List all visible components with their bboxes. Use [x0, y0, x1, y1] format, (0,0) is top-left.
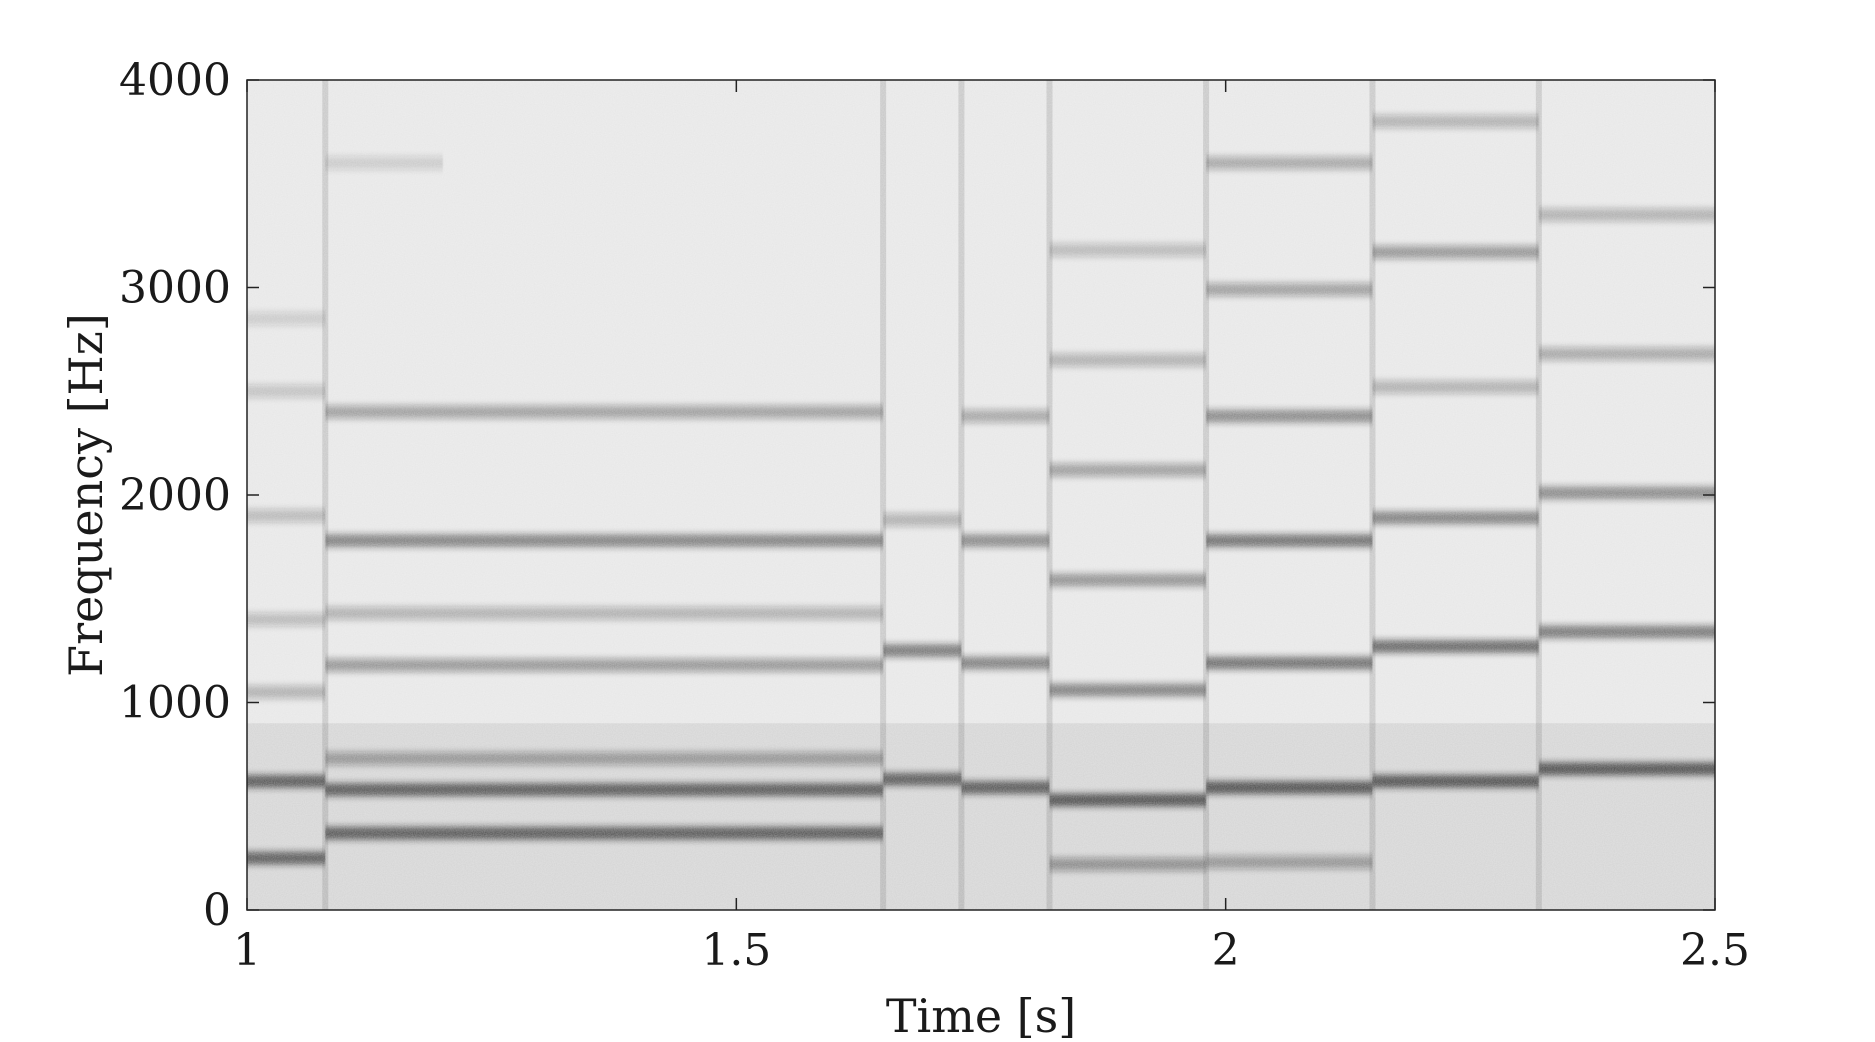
x-tick-label-0: 1 [233, 925, 261, 976]
y-tick-label-1: 1000 [119, 678, 231, 729]
x-tick-label-2: 2 [1212, 925, 1240, 976]
x-tick-label-1: 1.5 [701, 925, 771, 976]
y-axis-ticks: 0 1000 2000 3000 4000 [119, 55, 1715, 936]
spectrogram-noise-texture [247, 80, 1715, 910]
x-tick-label-3: 2.5 [1680, 925, 1750, 976]
x-axis-ticks: 1 1.5 2 2.5 [233, 80, 1750, 976]
y-axis-label: Frequency [Hz] [59, 313, 113, 677]
x-axis-label: Time [s] [886, 989, 1076, 1042]
plot-area [246, 79, 1716, 911]
y-tick-label-3: 3000 [119, 263, 231, 314]
y-tick-label-2: 2000 [119, 470, 231, 521]
y-tick-label-4: 4000 [119, 55, 231, 106]
y-tick-label-0: 0 [203, 885, 231, 936]
